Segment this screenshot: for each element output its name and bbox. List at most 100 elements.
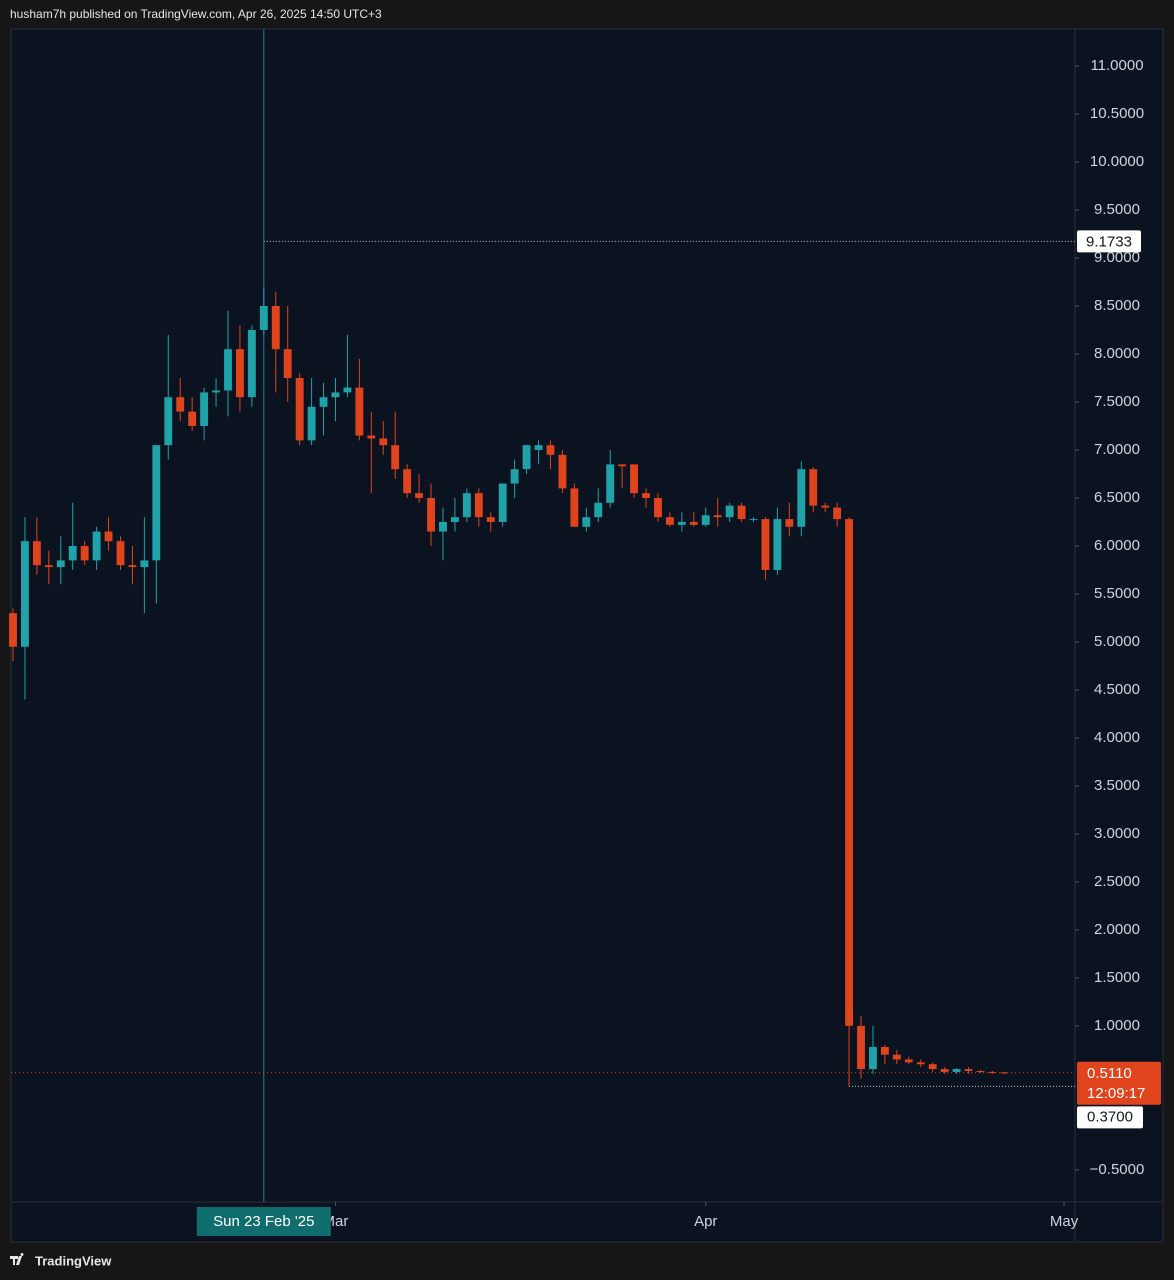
low-marker-label: 0.3700 (1087, 1108, 1133, 1125)
candle-body (116, 541, 125, 566)
candle-body (164, 397, 173, 446)
candle-body (964, 1069, 973, 1071)
candle-body (880, 1046, 889, 1055)
y-tick-label: 6.0000 (1094, 537, 1140, 554)
footer-brand: TradingView (35, 1253, 112, 1268)
y-tick-label: 4.5000 (1094, 681, 1140, 698)
candle-body (665, 517, 674, 525)
candle-body (677, 521, 686, 525)
candle-body (725, 505, 734, 518)
candle-body (689, 521, 698, 525)
candle-body (928, 1064, 937, 1070)
candle-body (104, 531, 113, 542)
y-tick-label: 11.0000 (1090, 57, 1143, 74)
crosshair-date-label: Sun 23 Feb '25 (213, 1213, 314, 1230)
candle-body (546, 445, 555, 455)
candle-body (188, 411, 197, 426)
y-tick-label: 7.5000 (1094, 393, 1140, 410)
candle-body (331, 392, 340, 398)
candle-body (235, 349, 244, 398)
candle-body (713, 515, 722, 518)
candle-body (176, 397, 185, 412)
y-tick-label: 10.0000 (1090, 153, 1144, 170)
candle-body (916, 1062, 925, 1065)
candle-body (80, 545, 89, 561)
candle-body (212, 390, 220, 393)
candle-body (642, 493, 650, 498)
candle-body (904, 1059, 913, 1063)
y-tick-label: 10.5000 (1090, 105, 1144, 122)
candle-body (307, 406, 316, 441)
candle-body (259, 306, 268, 331)
candle-body (809, 469, 818, 506)
candle-body (833, 507, 842, 520)
y-tick-label: 4.0000 (1094, 729, 1140, 746)
candle-body (295, 377, 304, 441)
y-tick-label: 7.0000 (1094, 441, 1140, 458)
candle-body (319, 397, 328, 407)
candle-body (1000, 1072, 1009, 1074)
y-tick-label: 1.5000 (1094, 969, 1140, 986)
candle-body (152, 445, 161, 561)
logo-mark (10, 1253, 24, 1265)
last-price-label: 0.5110 (1087, 1065, 1132, 1082)
candle-body (44, 565, 53, 568)
countdown-label: 12:09:17 (1087, 1085, 1145, 1102)
candle-body (224, 349, 232, 391)
candle-body (427, 497, 435, 532)
candle-body (761, 519, 770, 570)
x-tick-label: Apr (694, 1213, 717, 1230)
candle-body (403, 469, 412, 494)
y-tick-label: 1.0000 (1094, 1017, 1140, 1034)
candle-body (498, 483, 507, 522)
y-tick-label: 2.5000 (1094, 873, 1140, 890)
crosshair-price-badge (1077, 230, 1141, 253)
chart-panel (10, 28, 1164, 1243)
candle-body (976, 1070, 985, 1072)
candle-body (379, 438, 388, 446)
candle-body (737, 505, 746, 520)
candle-body (630, 464, 639, 494)
y-tick-label: 9.0000 (1094, 249, 1140, 266)
candle-body (582, 517, 591, 527)
candle-body (271, 306, 280, 350)
candle-body (128, 565, 137, 568)
y-tick-label: 8.0000 (1094, 345, 1140, 362)
candle-body (474, 493, 483, 518)
candle-body (892, 1054, 901, 1060)
candle-body (869, 1046, 877, 1070)
candle-body (367, 435, 376, 439)
y-tick-label: 2.0000 (1094, 921, 1140, 938)
candle-body (92, 531, 101, 561)
candle-body (773, 519, 782, 570)
candle-body (462, 493, 471, 518)
candle-body (200, 392, 209, 426)
candle-body (618, 464, 627, 467)
low-marker-badge (1077, 1106, 1143, 1129)
candle-body (355, 387, 364, 436)
candle-body (9, 613, 17, 647)
candle-body (343, 387, 352, 393)
candle-body (283, 349, 292, 378)
candle-body (391, 445, 400, 470)
header: husham7h published on TradingView.com, A… (10, 7, 382, 21)
candle-body (32, 541, 41, 566)
candle-body (56, 560, 65, 568)
candle-body (845, 519, 854, 1026)
candle-body (594, 502, 603, 518)
candle-body (857, 1025, 865, 1070)
y-tick-label: 6.5000 (1094, 489, 1140, 506)
candle-body (821, 505, 830, 508)
candle-body (68, 545, 77, 561)
y-tick-label: 3.0000 (1094, 825, 1140, 842)
candle-body (450, 517, 459, 522)
candle-body (785, 519, 794, 527)
candle-body (247, 330, 256, 398)
crosshair-price-label: 9.1733 (1086, 233, 1132, 250)
y-tick-label: −0.5000 (1090, 1161, 1145, 1178)
candle-body (701, 515, 710, 525)
plot: 11.0000 10.5000 10.0000 9.5000 9.0000 8.5000 8… (9, 29, 1161, 1236)
candle-body (522, 445, 531, 470)
